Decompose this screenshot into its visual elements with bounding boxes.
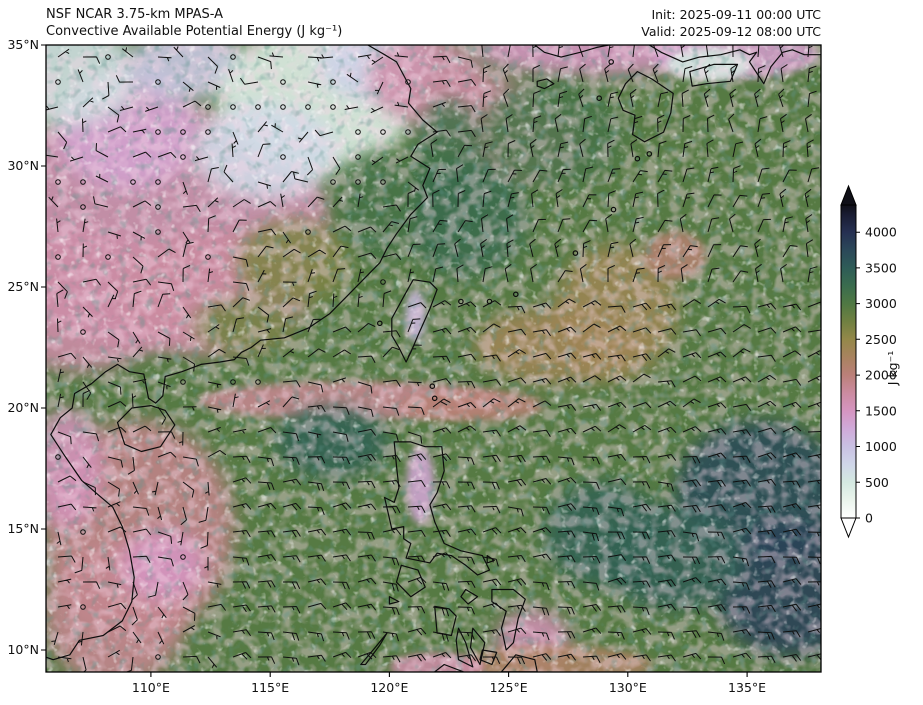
x-axis-tick-label: 115°E	[251, 680, 290, 695]
small-island	[431, 395, 438, 402]
model-title: NSF NCAR 3.75-km MPAS-A	[46, 7, 224, 22]
coastline-korea-south-coast	[534, 45, 610, 58]
small-island	[634, 155, 641, 162]
small-island	[512, 291, 519, 298]
coastline-hainan	[116, 405, 176, 453]
colorbar-tick-label: 500	[865, 475, 889, 490]
map-svg	[41, 44, 822, 677]
y-axis-tick-label: 15°N	[7, 520, 39, 536]
axes-frame	[45, 44, 822, 673]
axis-tick-marks	[41, 44, 748, 677]
x-axis-tick-label: 130°E	[608, 680, 647, 695]
coastline-mindoro	[395, 564, 426, 598]
coastline-cheju	[536, 78, 555, 90]
wind-barbs	[46, 45, 821, 672]
y-axis-tick-label: 25°N	[7, 278, 39, 294]
small-island	[376, 320, 383, 327]
colorbar-tick-label: 2000	[865, 368, 897, 383]
coastline-honshu-coast	[648, 45, 821, 85]
calm-wind-circles	[55, 54, 411, 660]
y-axis-tick-label: 10°N	[7, 641, 39, 657]
coastline-masbate	[460, 588, 479, 605]
small-island	[458, 298, 464, 305]
plot-title-block: NSF NCAR 3.75-km MPAS-A Convective Avail…	[46, 6, 342, 40]
colorbar-tick-marks	[856, 231, 860, 519]
valid-time: Valid: 2025-09-12 08:00 UTC	[641, 24, 821, 39]
small-island	[596, 95, 603, 102]
run-times-block: Init: 2025-09-11 00:00 UTC Valid: 2025-0…	[480, 6, 821, 40]
colorbar-tick-label: 3500	[865, 260, 897, 275]
variable-title: Convective Available Potential Energy (J…	[46, 24, 343, 39]
map-plot	[41, 44, 822, 677]
colorbar-tick-label: 4000	[865, 225, 897, 240]
colorbar-extend-max-arrow	[840, 184, 857, 206]
cape-field	[46, 45, 821, 672]
coastline-busuanga	[388, 596, 400, 605]
colorbar-extend-min-arrow	[840, 517, 857, 539]
coastline-kyushu	[617, 71, 674, 143]
coastline-negros	[455, 627, 474, 668]
colorbar-tick-label: 3000	[865, 296, 897, 311]
colorbar-tick-label: 2500	[865, 332, 897, 347]
init-time: Init: 2025-09-11 00:00 UTC	[651, 7, 821, 22]
coastline-china-vietnam-coast	[46, 45, 438, 661]
colorbar-tick-label: 0	[865, 511, 873, 526]
y-axis-tick-label: 20°N	[7, 399, 39, 415]
colorbar-svg: 0 500 1000 1500 2000 2500 3000 3500 4000 J kg⁻¹	[840, 184, 900, 539]
colorbar-tick-label: 1500	[865, 403, 897, 418]
small-island	[646, 151, 653, 157]
colorbar-tick-label: 1000	[865, 439, 897, 454]
small-island	[572, 250, 579, 256]
small-island	[608, 59, 615, 65]
colorbar-gradient	[840, 204, 857, 519]
colorbar: 0 500 1000 1500 2000 2500 3000 3500 4000 J kg⁻¹	[830, 170, 923, 570]
coastline-palawan	[360, 632, 388, 666]
coastline-shikoku	[689, 63, 739, 87]
x-axis-tick-label: 135°E	[728, 680, 767, 695]
colorbar-unit-label: J kg⁻¹	[885, 351, 900, 386]
x-axis-tick-label: 125°E	[489, 680, 528, 695]
y-axis-tick-label: 35°N	[7, 37, 39, 52]
coastline-cebu	[469, 627, 486, 666]
small-island	[429, 383, 436, 390]
coastline-panay	[434, 605, 457, 637]
y-axis-tick-label: 30°N	[7, 157, 39, 173]
small-island	[610, 206, 617, 213]
x-axis-tick-label: 120°E	[370, 680, 409, 695]
x-axis-tick-label: 110°E	[131, 680, 170, 695]
coastline-bohol	[479, 649, 498, 666]
